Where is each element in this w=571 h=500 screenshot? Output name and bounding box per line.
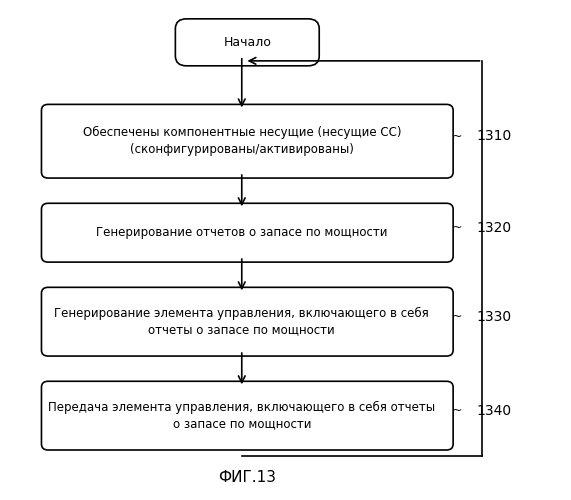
Text: ~: ~	[451, 310, 462, 324]
Text: Начало: Начало	[223, 36, 271, 49]
Text: 1330: 1330	[477, 310, 512, 324]
FancyBboxPatch shape	[42, 382, 453, 450]
Text: Генерирование элемента управления, включающего в себя
отчеты о запасе по мощност: Генерирование элемента управления, включ…	[54, 306, 429, 336]
FancyBboxPatch shape	[42, 288, 453, 356]
Text: Генерирование отчетов о запасе по мощности: Генерирование отчетов о запасе по мощнос…	[96, 226, 388, 239]
Text: ФИГ.13: ФИГ.13	[218, 470, 276, 485]
FancyBboxPatch shape	[42, 104, 453, 178]
FancyBboxPatch shape	[42, 204, 453, 262]
Text: Передача элемента управления, включающего в себя отчеты
о запасе по мощности: Передача элемента управления, включающег…	[48, 400, 435, 430]
Text: 1310: 1310	[477, 130, 512, 143]
FancyBboxPatch shape	[175, 19, 319, 66]
Text: 1340: 1340	[477, 404, 512, 417]
Text: ~: ~	[451, 130, 462, 143]
Text: ~: ~	[451, 404, 462, 417]
Text: Обеспечены компонентные несущие (несущие СС)
(сконфигурированы/активированы): Обеспечены компонентные несущие (несущие…	[83, 126, 401, 156]
Text: 1320: 1320	[477, 221, 512, 235]
Text: ~: ~	[451, 221, 462, 234]
